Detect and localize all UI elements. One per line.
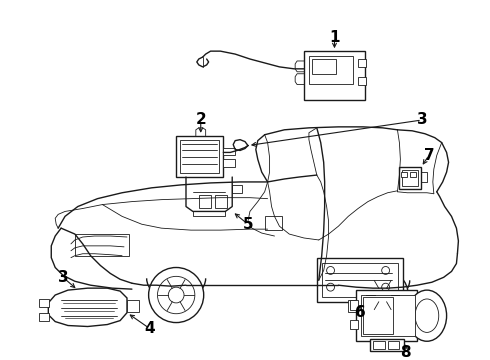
Bar — [309, 56, 353, 84]
Circle shape — [327, 283, 335, 291]
Bar — [223, 159, 235, 167]
Bar — [40, 299, 49, 307]
Circle shape — [365, 277, 400, 313]
Bar — [322, 262, 398, 297]
Polygon shape — [49, 288, 127, 327]
Bar — [361, 295, 415, 336]
Circle shape — [357, 270, 408, 321]
Bar — [410, 172, 416, 177]
Bar — [176, 136, 223, 177]
Bar — [350, 320, 358, 329]
Bar — [356, 290, 417, 341]
Bar — [317, 258, 403, 302]
Bar — [304, 51, 365, 100]
Bar — [373, 341, 385, 349]
Text: 3: 3 — [416, 112, 427, 127]
Text: 6: 6 — [355, 305, 366, 320]
Bar — [199, 195, 211, 208]
Bar — [350, 300, 358, 310]
Bar — [388, 341, 399, 349]
Circle shape — [382, 283, 390, 291]
Text: 8: 8 — [400, 345, 411, 360]
Bar — [223, 148, 235, 156]
Circle shape — [375, 287, 391, 303]
Ellipse shape — [415, 299, 439, 332]
Text: 4: 4 — [144, 321, 155, 336]
Bar — [75, 234, 129, 256]
Bar — [216, 195, 227, 208]
Bar — [265, 216, 282, 230]
Bar — [399, 167, 421, 189]
Bar — [180, 140, 220, 173]
Circle shape — [327, 266, 335, 274]
Circle shape — [168, 287, 184, 303]
Circle shape — [148, 267, 204, 323]
Bar — [40, 313, 49, 321]
Bar — [358, 77, 366, 85]
Circle shape — [157, 276, 195, 314]
Bar — [401, 172, 407, 177]
Text: 3: 3 — [58, 270, 69, 285]
Bar — [363, 297, 392, 334]
Text: 7: 7 — [423, 148, 434, 163]
Text: 2: 2 — [196, 112, 206, 127]
Bar — [402, 170, 418, 186]
Ellipse shape — [407, 290, 446, 341]
Circle shape — [382, 266, 390, 274]
Text: 1: 1 — [329, 30, 340, 45]
Bar — [348, 300, 376, 312]
Text: 5: 5 — [243, 217, 253, 232]
Bar — [232, 185, 242, 193]
Bar — [127, 300, 139, 312]
Bar — [370, 339, 404, 351]
Bar — [312, 59, 337, 74]
Bar — [358, 59, 366, 67]
